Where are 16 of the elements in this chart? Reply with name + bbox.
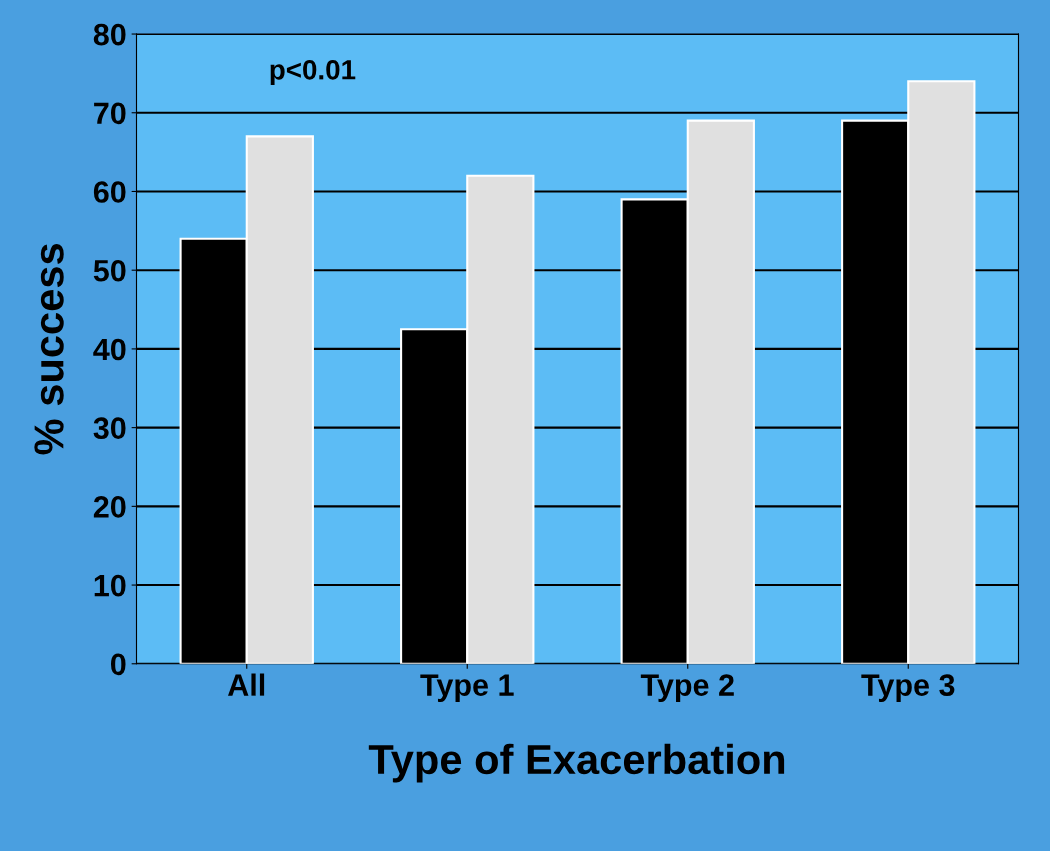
y-tick-label: 50 xyxy=(93,259,126,282)
annotation: p<0.01 xyxy=(270,59,356,86)
x-tick-label: Type 3 xyxy=(861,674,955,702)
x-tick-label: Type 2 xyxy=(640,674,734,702)
y-tick-label: 40 xyxy=(93,338,126,361)
y-tick-label: 10 xyxy=(94,574,126,597)
y-tick-label: 70 xyxy=(94,102,126,125)
y-tick-label: 20 xyxy=(93,496,126,518)
x-tick-label: All xyxy=(227,673,265,696)
y-axis-title: % success xyxy=(34,244,64,455)
y-tick-label: 30 xyxy=(93,417,126,440)
y-tick-label: 80 xyxy=(93,23,126,46)
x-axis-title: Type of Exacerbation xyxy=(368,743,785,783)
x-tick-label: Type 1 xyxy=(420,674,514,702)
y-tick-label: 0 xyxy=(110,653,126,676)
y-tick-label: 60 xyxy=(93,181,126,203)
